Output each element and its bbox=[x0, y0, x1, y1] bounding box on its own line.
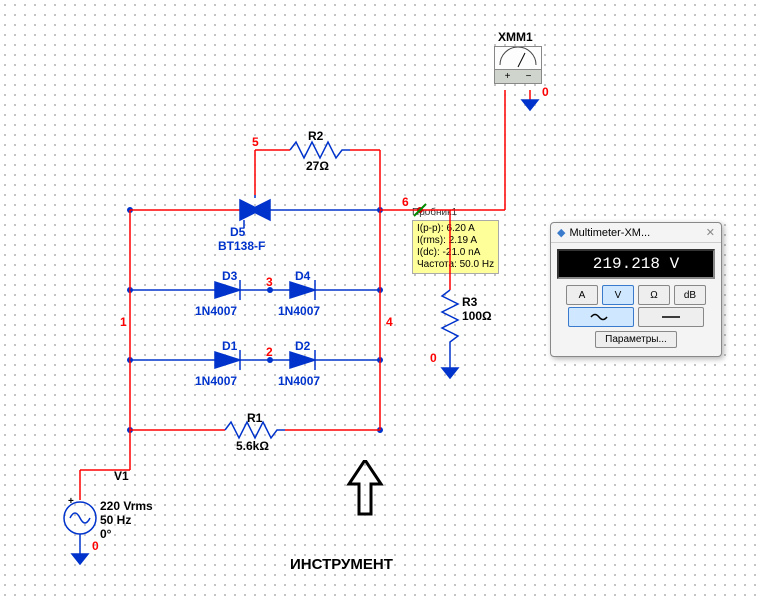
node-5: 5 bbox=[252, 135, 259, 149]
node-2: 2 bbox=[266, 345, 273, 359]
D5-val: BT138-F bbox=[218, 239, 265, 253]
V1-net: 0 bbox=[92, 539, 99, 553]
D2-ref: D2 bbox=[295, 339, 311, 353]
diode-D2 bbox=[290, 350, 325, 370]
D1-val: 1N4007 bbox=[195, 374, 237, 388]
R3-ref: R3 bbox=[462, 295, 478, 309]
D2-val: 1N4007 bbox=[278, 374, 320, 388]
D4-val: 1N4007 bbox=[278, 304, 320, 318]
D3-val: 1N4007 bbox=[195, 304, 237, 318]
R3-val: 100Ω bbox=[462, 309, 492, 323]
V1-l1: 220 Vrms bbox=[100, 499, 153, 513]
diode-D4 bbox=[290, 280, 325, 300]
D1-ref: D1 bbox=[222, 339, 238, 353]
node-3: 3 bbox=[266, 275, 273, 289]
svg-text:0: 0 bbox=[542, 85, 549, 99]
schematic-canvas: R1 5.6kΩ R2 27Ω R3 100Ω 0 D1 1N4007 D2 1… bbox=[0, 0, 760, 600]
resistor-R2 bbox=[290, 142, 350, 158]
R1-ref: R1 bbox=[247, 411, 263, 425]
V1-ref: V1 bbox=[114, 469, 129, 483]
svg-text:+: + bbox=[68, 496, 74, 507]
R3-net: 0 bbox=[430, 351, 437, 365]
R2-val: 27Ω bbox=[306, 159, 329, 173]
R2-ref: R2 bbox=[308, 129, 324, 143]
diode-D1 bbox=[215, 350, 250, 370]
diode-D3 bbox=[215, 280, 250, 300]
node-1: 1 bbox=[120, 315, 127, 329]
D5-ref: D5 bbox=[230, 225, 246, 239]
D3-ref: D3 bbox=[222, 269, 238, 283]
node-4: 4 bbox=[386, 315, 393, 329]
D4-ref: D4 bbox=[295, 269, 311, 283]
triac-D5 bbox=[240, 195, 270, 228]
node-6: 6 bbox=[402, 195, 409, 209]
R1-val: 5.6kΩ bbox=[236, 439, 269, 453]
resistor-R3 bbox=[442, 290, 458, 360]
V1-l3: 0° bbox=[100, 527, 112, 541]
V1-l2: 50 Hz bbox=[100, 513, 131, 527]
